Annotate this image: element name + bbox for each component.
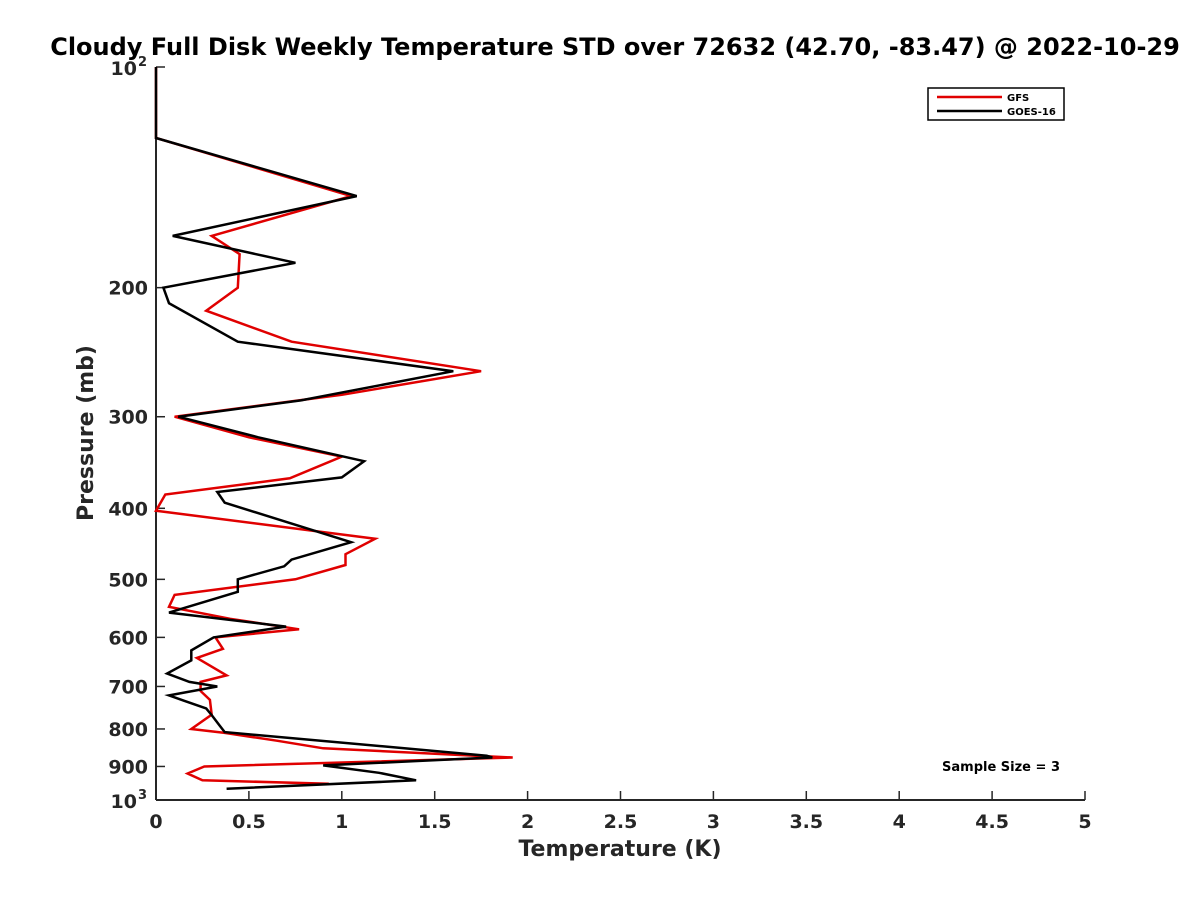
legend-box	[927, 87, 1065, 121]
y-tick-label: 400	[108, 498, 148, 520]
x-tick-label: 1.5	[418, 811, 452, 833]
y-tick-label: 900	[108, 756, 148, 778]
y-tick-label: 200	[108, 278, 148, 300]
y-tick-label: 800	[108, 719, 148, 741]
series-line-goes16	[154, 67, 493, 790]
series-layer	[153, 67, 513, 790]
x-axis-ticks: 0 0.5 1 1.5 2 2.5 3 3.5 4 4.5 5	[149, 791, 1092, 833]
x-tick-label: 3.5	[789, 811, 823, 833]
series-line-gfs	[153, 67, 513, 785]
y-axis-label: Pressure (mb)	[74, 345, 99, 521]
x-tick-label: 4.5	[975, 811, 1009, 833]
y-tick-label: 600	[108, 627, 148, 649]
x-tick-label: 4	[893, 811, 906, 833]
y-tick-label: 10	[111, 58, 137, 80]
x-tick-label: 2.5	[604, 811, 638, 833]
x-tick-label: 0.5	[232, 811, 266, 833]
y-tick-exponent: 2	[138, 55, 147, 70]
x-tick-label: 0	[149, 811, 162, 833]
x-tick-label: 3	[707, 811, 720, 833]
y-tick-label: 700	[108, 676, 148, 698]
x-tick-label: 1	[335, 811, 348, 833]
sample-size-annotation: Sample Size = 3	[942, 760, 1060, 775]
legend-label-gfs: GFS	[1007, 93, 1029, 104]
legend: GFS GOES-16	[927, 87, 1065, 121]
y-tick-label: 10	[111, 791, 137, 813]
x-tick-label: 2	[521, 811, 534, 833]
y-tick-exponent: 3	[138, 788, 147, 803]
y-tick-label: 300	[108, 407, 148, 429]
legend-label-goes16: GOES-16	[1007, 107, 1056, 118]
y-tick-label: 500	[108, 569, 148, 591]
x-tick-label: 5	[1078, 811, 1091, 833]
x-axis-label: Temperature (K)	[518, 837, 721, 862]
chart-title: Cloudy Full Disk Weekly Temperature STD …	[50, 33, 1180, 61]
